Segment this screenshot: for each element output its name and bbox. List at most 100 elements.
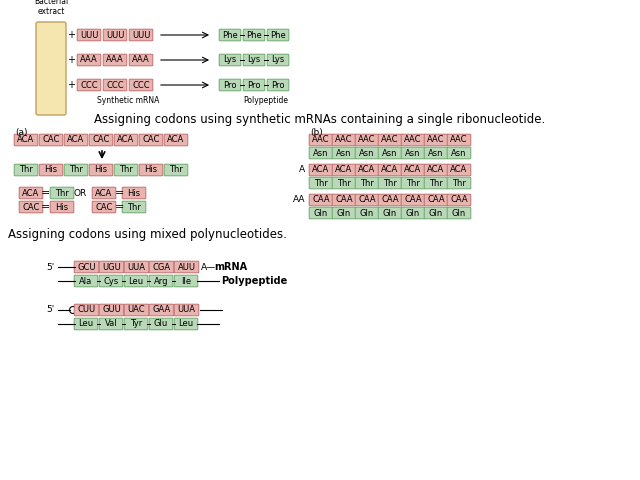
Text: Thr: Thr [383, 179, 397, 188]
Text: AAC: AAC [335, 135, 353, 144]
Text: ACA: ACA [404, 166, 422, 175]
Text: Asn: Asn [359, 148, 375, 157]
Text: ACA: ACA [17, 135, 35, 144]
FancyBboxPatch shape [39, 164, 63, 176]
FancyBboxPatch shape [401, 134, 425, 146]
FancyBboxPatch shape [174, 275, 198, 287]
Text: Val: Val [105, 320, 117, 328]
FancyBboxPatch shape [124, 261, 149, 273]
Text: AA: AA [292, 195, 305, 204]
Text: ACA: ACA [117, 135, 134, 144]
FancyBboxPatch shape [447, 194, 471, 206]
FancyBboxPatch shape [114, 164, 138, 176]
Text: Asn: Asn [405, 148, 420, 157]
Text: +: + [67, 30, 75, 40]
FancyBboxPatch shape [164, 164, 188, 176]
Text: mRNA: mRNA [214, 262, 247, 272]
Text: UAC: UAC [128, 305, 145, 314]
Text: Thr: Thr [360, 179, 374, 188]
Text: Thr: Thr [169, 166, 183, 175]
Text: +: + [67, 55, 75, 65]
Text: Gln: Gln [383, 208, 397, 217]
FancyBboxPatch shape [99, 318, 123, 330]
Text: A: A [299, 166, 305, 175]
Text: CAC: CAC [92, 135, 109, 144]
Text: Gln: Gln [406, 208, 420, 217]
Text: Phe: Phe [222, 31, 238, 39]
Text: Gln: Gln [429, 208, 443, 217]
Text: CUU: CUU [77, 305, 95, 314]
Text: A—: A— [201, 263, 216, 272]
FancyBboxPatch shape [401, 177, 425, 189]
FancyBboxPatch shape [243, 79, 265, 91]
FancyBboxPatch shape [50, 187, 74, 199]
Text: ACA: ACA [67, 135, 84, 144]
Text: GUU: GUU [102, 305, 121, 314]
FancyBboxPatch shape [332, 207, 356, 219]
Text: ACA: ACA [381, 166, 399, 175]
Text: Thr: Thr [119, 166, 133, 175]
Text: CAA: CAA [312, 195, 330, 204]
FancyBboxPatch shape [19, 201, 43, 213]
FancyBboxPatch shape [309, 177, 333, 189]
Text: Thr: Thr [55, 189, 69, 197]
Text: His: His [145, 166, 157, 175]
Text: CAA: CAA [381, 195, 399, 204]
FancyBboxPatch shape [401, 164, 425, 176]
Text: CAC: CAC [22, 203, 40, 212]
FancyBboxPatch shape [332, 194, 356, 206]
FancyBboxPatch shape [355, 134, 379, 146]
Text: Arg: Arg [154, 276, 168, 286]
FancyBboxPatch shape [50, 201, 74, 213]
FancyBboxPatch shape [424, 147, 448, 159]
Text: AAC: AAC [312, 135, 330, 144]
Text: Ile: Ile [181, 276, 191, 286]
Text: Asn: Asn [313, 148, 329, 157]
FancyBboxPatch shape [89, 134, 113, 146]
Text: AAA: AAA [80, 56, 98, 64]
Text: AAC: AAC [404, 135, 422, 144]
Text: Asn: Asn [451, 148, 467, 157]
FancyBboxPatch shape [149, 304, 174, 316]
FancyBboxPatch shape [19, 187, 43, 199]
FancyBboxPatch shape [268, 29, 289, 41]
Text: CAA: CAA [358, 195, 376, 204]
FancyBboxPatch shape [39, 134, 63, 146]
Text: Phe: Phe [246, 31, 262, 39]
Text: Assigning codons using synthetic mRNAs containing a single ribonucleotide.: Assigning codons using synthetic mRNAs c… [94, 113, 546, 126]
Text: Synthetic mRNA: Synthetic mRNA [97, 96, 159, 105]
FancyBboxPatch shape [447, 147, 471, 159]
Text: CCC: CCC [80, 81, 98, 89]
FancyBboxPatch shape [77, 79, 101, 91]
FancyBboxPatch shape [174, 318, 198, 330]
FancyBboxPatch shape [424, 207, 448, 219]
Text: AAA: AAA [106, 56, 124, 64]
Text: AAA: AAA [132, 56, 150, 64]
FancyBboxPatch shape [77, 29, 101, 41]
FancyBboxPatch shape [74, 261, 99, 273]
FancyBboxPatch shape [332, 177, 356, 189]
Text: Gln: Gln [337, 208, 351, 217]
FancyBboxPatch shape [74, 318, 98, 330]
FancyBboxPatch shape [36, 22, 66, 115]
FancyBboxPatch shape [14, 134, 38, 146]
Text: CCC: CCC [106, 81, 124, 89]
FancyBboxPatch shape [124, 275, 148, 287]
FancyBboxPatch shape [332, 164, 356, 176]
FancyBboxPatch shape [140, 134, 163, 146]
FancyBboxPatch shape [140, 164, 163, 176]
Text: CAA: CAA [404, 195, 422, 204]
Text: CCC: CCC [132, 81, 150, 89]
Text: UGU: UGU [102, 263, 121, 272]
FancyBboxPatch shape [124, 318, 148, 330]
FancyBboxPatch shape [122, 201, 146, 213]
FancyBboxPatch shape [424, 194, 448, 206]
FancyBboxPatch shape [424, 164, 448, 176]
FancyBboxPatch shape [99, 261, 124, 273]
FancyBboxPatch shape [99, 304, 124, 316]
Text: (a): (a) [15, 128, 28, 137]
FancyBboxPatch shape [378, 207, 402, 219]
FancyBboxPatch shape [14, 164, 38, 176]
FancyBboxPatch shape [447, 164, 471, 176]
FancyBboxPatch shape [355, 207, 379, 219]
